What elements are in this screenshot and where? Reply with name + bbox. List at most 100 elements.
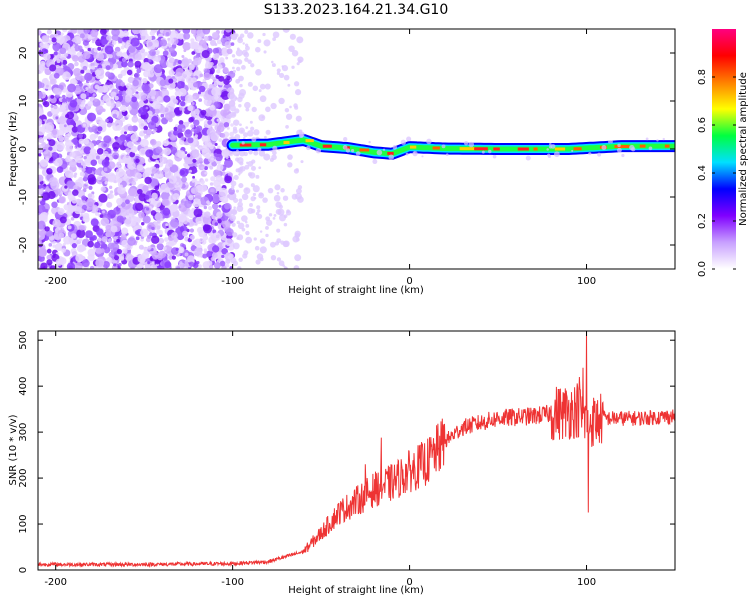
heatmap-cell	[241, 215, 248, 222]
heatmap-cell	[241, 65, 246, 70]
heatmap-cell	[221, 149, 230, 158]
heatmap-cell	[206, 250, 214, 258]
heatmap-cell	[147, 245, 152, 250]
heatmap-cell	[218, 138, 223, 143]
heatmap-cell	[39, 200, 46, 206]
heatmap-cell	[193, 108, 200, 115]
heatmap-cell	[46, 29, 52, 35]
heatmap-cell	[167, 131, 172, 136]
heatmap-cell	[211, 245, 220, 253]
heatmap-cell	[463, 141, 469, 146]
heatmap-cell	[38, 91, 43, 99]
heatmap-cell	[100, 186, 106, 192]
heatmap-cell	[239, 83, 243, 88]
heatmap-cell	[288, 45, 295, 52]
heatmap-cell	[147, 261, 151, 265]
heatmap-cell	[61, 248, 66, 253]
heatmap-cell	[202, 235, 209, 241]
heatmap-cell	[173, 126, 178, 131]
heatmap-cell	[81, 195, 87, 201]
heatmap-cell	[116, 51, 121, 57]
heatmap-cell	[238, 103, 242, 108]
heatmap-cell	[253, 237, 257, 241]
heatmap-cell	[79, 75, 86, 82]
heatmap-cell	[207, 120, 213, 125]
heatmap-cell	[270, 102, 277, 110]
heatmap-cell	[195, 45, 204, 54]
colorbar-tick-label: 0.8	[697, 69, 708, 85]
heatmap-cell	[54, 242, 64, 252]
heatmap-cell	[234, 134, 241, 140]
heatmap-cell	[135, 158, 140, 164]
heatmap-cell	[74, 61, 79, 67]
heatmap-cell	[182, 230, 189, 237]
heatmap-cell	[285, 113, 293, 120]
heatmap-cell	[105, 173, 111, 179]
heatmap-cell	[237, 222, 245, 230]
heatmap-cell	[272, 217, 276, 220]
heatmap-cell	[244, 57, 249, 62]
heatmap-cell	[233, 206, 236, 209]
heatmap-cell	[445, 153, 449, 157]
heatmap-cell	[140, 238, 144, 242]
heatmap-cell	[84, 72, 93, 82]
heatmap-cell	[189, 228, 195, 233]
heatmap-cell	[174, 58, 178, 63]
heatmap-cell	[168, 255, 174, 260]
heatmap-cell	[175, 95, 180, 100]
heatmap-cell	[104, 181, 108, 185]
heatmap-cell	[218, 75, 225, 82]
heatmap-cell	[225, 228, 234, 237]
heatmap-cell	[146, 210, 150, 215]
heatmap-cell	[113, 255, 120, 261]
heatmap-cell	[195, 149, 199, 153]
heatmap-cell	[130, 133, 139, 142]
heatmap-cell	[74, 87, 82, 95]
heatmap-cell	[188, 261, 195, 267]
heatmap-cell	[283, 266, 287, 269]
heatmap-cell	[229, 131, 235, 137]
heatmap-cell	[43, 100, 50, 108]
heatmap-cell	[116, 248, 123, 255]
heatmap-cell	[189, 169, 193, 173]
heatmap-cell	[226, 126, 230, 130]
heatmap-cell	[71, 198, 78, 204]
heatmap-cell	[192, 158, 197, 163]
heatmap-cell	[184, 71, 188, 75]
heatmap-cell	[244, 164, 250, 170]
heatmap-cell	[259, 238, 266, 244]
heatmap-cell	[69, 99, 78, 108]
heatmap-cell	[38, 29, 42, 36]
heatmap-cell	[224, 238, 233, 247]
heatmap-cell	[186, 76, 193, 84]
heatmap-cell	[52, 254, 56, 259]
heatmap-cell	[103, 167, 108, 172]
heatmap-cell	[230, 123, 234, 127]
heatmap-cell	[219, 196, 225, 202]
heatmap-cell	[184, 129, 193, 138]
heatmap-cell	[170, 218, 180, 228]
heatmap-cell	[149, 232, 153, 237]
heatmap-cell	[140, 228, 149, 238]
y-tick-label: 10	[18, 95, 29, 108]
heatmap-cell	[112, 259, 118, 265]
heatmap-cell	[263, 153, 271, 161]
heatmap-cell	[131, 96, 138, 103]
signal-peak	[517, 147, 529, 151]
heatmap-cell	[282, 195, 289, 201]
heatmap-cell	[297, 56, 304, 63]
heatmap-cell	[198, 85, 206, 93]
heatmap-cell	[113, 207, 121, 215]
heatmap-cell	[138, 106, 147, 116]
heatmap-cell	[137, 118, 144, 124]
heatmap-cell	[143, 129, 148, 134]
heatmap-cell	[232, 242, 240, 250]
heatmap-cell	[258, 166, 262, 170]
heatmap-cell	[54, 188, 61, 195]
heatmap-cell	[194, 134, 198, 138]
heatmap-cell	[162, 207, 171, 216]
heatmap-cell	[138, 148, 147, 156]
heatmap-cell	[272, 145, 278, 151]
heatmap-cell	[222, 34, 226, 39]
heatmap-cell	[91, 65, 96, 70]
